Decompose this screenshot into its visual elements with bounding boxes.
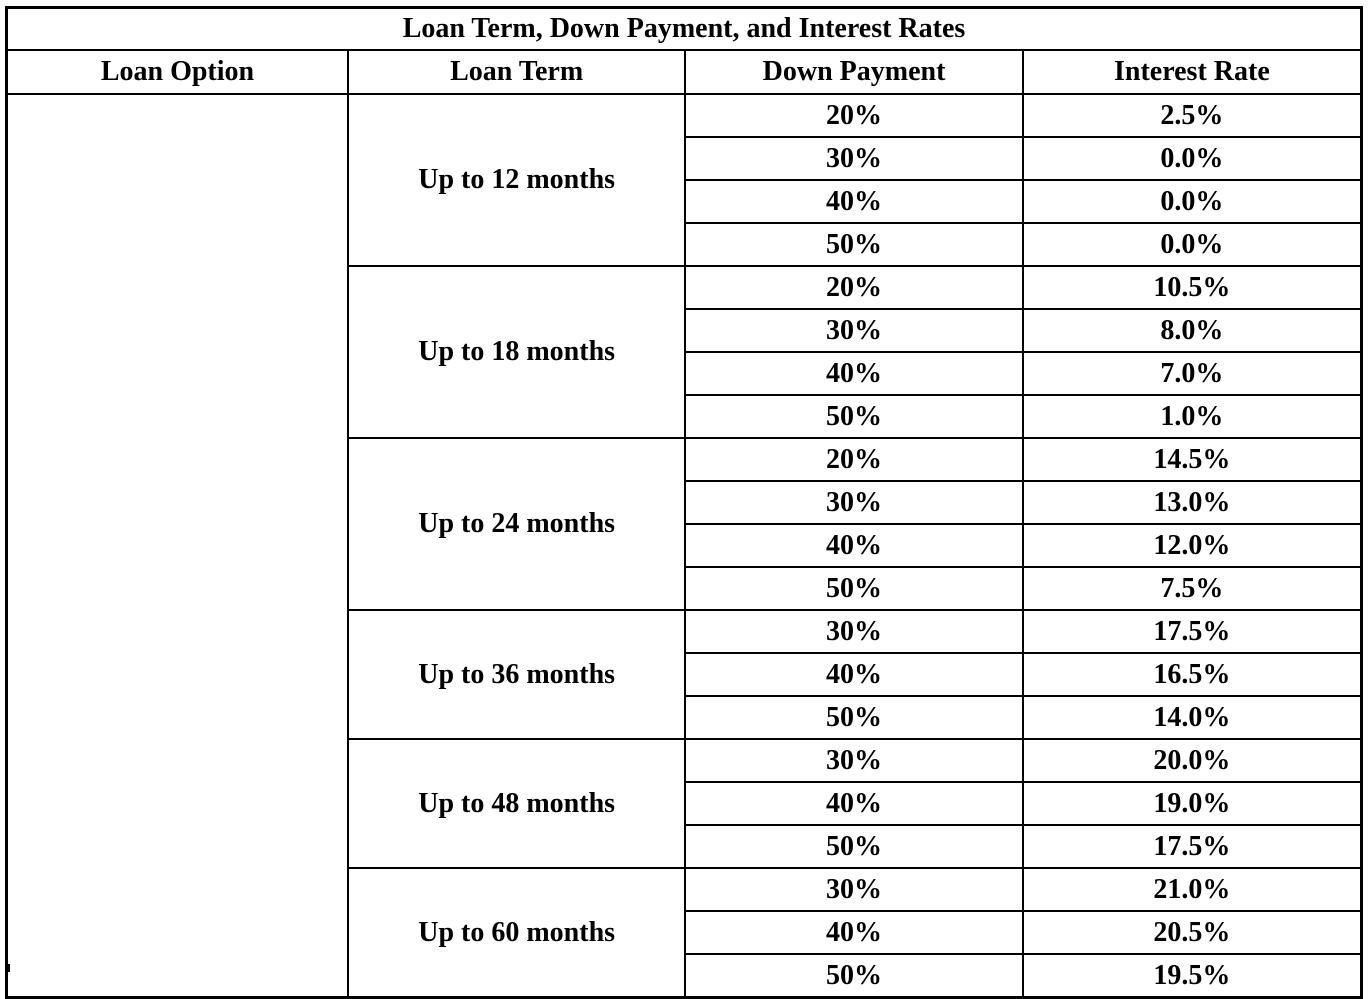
down-payment-cell: 40%: [684, 351, 1024, 396]
down-payment-cell: 30%: [684, 738, 1024, 783]
interest-rate-cell: 19.5%: [1021, 953, 1363, 999]
down-payment-cell: 50%: [684, 695, 1024, 740]
column-header-down-payment: Down Payment: [684, 49, 1024, 95]
text-cursor: [7, 964, 10, 972]
column-header-loan-term: Loan Term: [346, 49, 687, 95]
down-payment-cell: 20%: [684, 437, 1024, 482]
down-payment-cell: 20%: [684, 265, 1024, 310]
table-row: 50% 1.0%: [7, 394, 1363, 439]
down-payment-cell: 50%: [684, 394, 1024, 439]
down-payment-cell: 40%: [684, 523, 1024, 568]
down-payment-cell: 50%: [684, 824, 1024, 869]
interest-rate-cell: 14.0%: [1021, 695, 1363, 740]
down-payment-cell: 50%: [684, 222, 1024, 267]
interest-rate-cell: 7.0%: [1021, 351, 1363, 396]
loan-term-cell: Up to 18 months: [346, 265, 687, 439]
interest-rate-cell: 1.0%: [1021, 394, 1363, 439]
table-row: 40% 20.5%: [7, 910, 1363, 955]
down-payment-cell: 30%: [684, 308, 1024, 353]
table-row: Up to 24 months 20% 14.5%: [7, 437, 1363, 611]
interest-rate-cell: 2.5%: [1021, 93, 1363, 138]
table-row: Up to 36 months 30% 17.5%: [7, 609, 1363, 740]
interest-rate-cell: 17.5%: [1021, 609, 1363, 654]
loan-option-cell: [5, 93, 349, 999]
table-row: 30% 13.0%: [7, 480, 1363, 525]
table-row: Up to 48 months 30% 20.0%: [7, 738, 1363, 869]
table-row: 40% 16.5%: [7, 652, 1363, 697]
down-payment-cell: 30%: [684, 136, 1024, 181]
interest-rate-cell: 12.0%: [1021, 523, 1363, 568]
down-payment-cell: 40%: [684, 179, 1024, 224]
table-row: 40% 19.0%: [7, 781, 1363, 826]
loan-term-cell: Up to 12 months: [346, 93, 687, 267]
table-row: 50% 7.5%: [7, 566, 1363, 611]
table-row: 30% 8.0%: [7, 308, 1363, 353]
interest-rate-cell: 16.5%: [1021, 652, 1363, 697]
down-payment-cell: 50%: [684, 566, 1024, 611]
down-payment-cell: 20%: [684, 93, 1024, 138]
interest-rate-cell: 13.0%: [1021, 480, 1363, 525]
loan-term-cell: Up to 60 months: [346, 867, 687, 999]
table-title: Loan Term, Down Payment, and Interest Ra…: [5, 6, 1363, 51]
loan-term-cell: Up to 48 months: [346, 738, 687, 869]
down-payment-cell: 40%: [684, 910, 1024, 955]
interest-rate-cell: 14.5%: [1021, 437, 1363, 482]
interest-rate-cell: 21.0%: [1021, 867, 1363, 912]
interest-rate-cell: 8.0%: [1021, 308, 1363, 353]
interest-rate-cell: 20.5%: [1021, 910, 1363, 955]
interest-rate-cell: 0.0%: [1021, 222, 1363, 267]
interest-rate-cell: 19.0%: [1021, 781, 1363, 826]
table-row: 50% 17.5%: [7, 824, 1363, 869]
down-payment-cell: 30%: [684, 480, 1024, 525]
table-row: Up to 12 months 20% 2.5%: [5, 93, 1363, 999]
interest-rate-cell: 17.5%: [1021, 824, 1363, 869]
table-row: 50% 0.0%: [7, 222, 1363, 267]
table-row: 30% 0.0%: [7, 136, 1363, 181]
column-header-interest-rate: Interest Rate: [1021, 49, 1363, 95]
table-row: 40% 7.0%: [7, 351, 1363, 396]
table-row: 40% 12.0%: [7, 523, 1363, 568]
interest-rate-cell: 0.0%: [1021, 179, 1363, 224]
down-payment-cell: 30%: [684, 867, 1024, 912]
table-row: 40% 0.0%: [7, 179, 1363, 224]
column-header-loan-option: Loan Option: [5, 49, 349, 95]
table-title-row: Loan Term, Down Payment, and Interest Ra…: [5, 6, 1363, 51]
table-header-row: Loan Option Loan Term Down Payment Inter…: [5, 49, 1363, 95]
interest-rate-cell: 10.5%: [1021, 265, 1363, 310]
loan-term-cell: Up to 36 months: [346, 609, 687, 740]
down-payment-cell: 40%: [684, 652, 1024, 697]
interest-rate-cell: 7.5%: [1021, 566, 1363, 611]
interest-rate-cell: 20.0%: [1021, 738, 1363, 783]
down-payment-cell: 50%: [684, 953, 1024, 999]
interest-rate-cell: 0.0%: [1021, 136, 1363, 181]
down-payment-cell: 40%: [684, 781, 1024, 826]
down-payment-cell: 30%: [684, 609, 1024, 654]
loan-term-cell: Up to 24 months: [346, 437, 687, 611]
table-row: 50% 14.0%: [7, 695, 1363, 740]
loan-rates-table: Loan Term, Down Payment, and Interest Ra…: [5, 6, 1363, 999]
table-row: Up to 18 months 20% 10.5%: [7, 265, 1363, 439]
